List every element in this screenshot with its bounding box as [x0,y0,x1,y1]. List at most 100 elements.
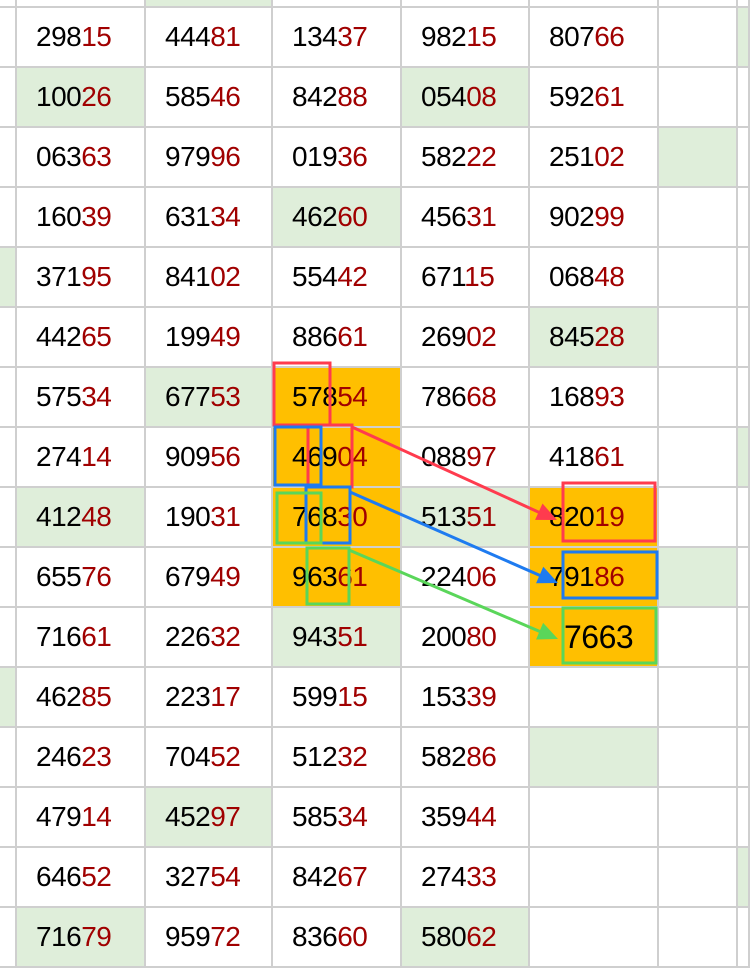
empty-cell[interactable] [659,548,738,608]
table-cell[interactable]: 46260 [273,188,402,248]
empty-cell[interactable] [0,548,17,608]
table-cell[interactable]: 71661 [17,608,146,668]
table-cell[interactable]: 58222 [402,128,530,188]
table-cell[interactable] [530,728,659,788]
empty-cell[interactable] [738,788,750,848]
table-cell[interactable]: 16039 [17,188,146,248]
table-cell[interactable]: 63134 [146,188,273,248]
table-cell[interactable]: 84528 [530,308,659,368]
table-cell[interactable]: 76830 [273,488,402,548]
empty-cell[interactable] [273,0,402,8]
empty-cell[interactable] [659,428,738,488]
empty-cell[interactable] [659,188,738,248]
empty-cell[interactable] [738,488,750,548]
empty-cell[interactable] [659,8,738,68]
table-cell[interactable]: 64652 [17,848,146,908]
empty-cell[interactable] [0,428,17,488]
table-cell[interactable] [530,668,659,728]
empty-cell[interactable] [0,908,17,968]
table-cell[interactable]: 95972 [146,908,273,968]
empty-cell[interactable] [659,668,738,728]
empty-cell[interactable] [738,0,750,8]
table-cell[interactable]: 51232 [273,728,402,788]
table-cell[interactable]: 10026 [17,68,146,128]
table-cell[interactable]: 67753 [146,368,273,428]
empty-cell[interactable] [738,548,750,608]
table-cell[interactable]: 22317 [146,668,273,728]
table-cell[interactable]: 47914 [17,788,146,848]
table-cell[interactable]: 88661 [273,308,402,368]
empty-cell[interactable] [659,248,738,308]
empty-cell[interactable] [0,68,17,128]
empty-cell[interactable] [0,368,17,428]
table-cell[interactable] [530,788,659,848]
empty-cell[interactable] [0,308,17,368]
empty-cell[interactable] [402,0,530,8]
table-cell[interactable]: 24623 [17,728,146,788]
table-cell[interactable]: 70452 [146,728,273,788]
table-cell[interactable]: 84102 [146,248,273,308]
table-cell[interactable]: 37195 [17,248,146,308]
table-cell[interactable]: 96361 [273,548,402,608]
empty-cell[interactable] [0,608,17,668]
table-cell[interactable]: 58534 [273,788,402,848]
table-cell[interactable]: 45631 [402,188,530,248]
table-cell[interactable]: 58062 [402,908,530,968]
empty-cell[interactable] [738,728,750,788]
table-cell[interactable]: 84267 [273,848,402,908]
table-cell[interactable]: 15339 [402,668,530,728]
table-cell[interactable] [530,848,659,908]
table-cell[interactable]: 06363 [17,128,146,188]
table-cell[interactable]: 44265 [17,308,146,368]
table-cell[interactable]: 71679 [17,908,146,968]
table-cell[interactable]: 22406 [402,548,530,608]
table-cell[interactable]: 80766 [530,8,659,68]
table-cell[interactable]: 67115 [402,248,530,308]
empty-cell[interactable] [738,368,750,428]
table-cell[interactable]: 16893 [530,368,659,428]
table-cell[interactable]: 32754 [146,848,273,908]
empty-cell[interactable] [0,728,17,788]
table-cell[interactable]: 98215 [402,8,530,68]
table-cell[interactable]: 19031 [146,488,273,548]
table-cell[interactable]: 97996 [146,128,273,188]
table-cell[interactable]: 58546 [146,68,273,128]
table-cell[interactable]: 27414 [17,428,146,488]
table-cell[interactable]: 94351 [273,608,402,668]
table-cell[interactable]: 08897 [402,428,530,488]
table-cell[interactable]: 19949 [146,308,273,368]
empty-cell[interactable] [659,848,738,908]
empty-cell[interactable] [659,608,738,668]
empty-cell[interactable] [659,128,738,188]
empty-cell[interactable] [738,848,750,908]
table-cell[interactable] [530,908,659,968]
empty-cell[interactable] [738,608,750,668]
table-cell[interactable]: 7663 [530,608,659,668]
table-cell[interactable]: 65576 [17,548,146,608]
empty-cell[interactable] [0,188,17,248]
empty-cell[interactable] [0,488,17,548]
table-cell[interactable]: 45297 [146,788,273,848]
table-cell[interactable]: 57534 [17,368,146,428]
empty-cell[interactable] [0,128,17,188]
table-cell[interactable]: 35944 [402,788,530,848]
table-cell[interactable]: 20080 [402,608,530,668]
table-cell[interactable]: 41248 [17,488,146,548]
empty-cell[interactable] [738,908,750,968]
empty-cell[interactable] [738,248,750,308]
empty-cell[interactable] [659,788,738,848]
table-cell[interactable]: 26902 [402,308,530,368]
empty-cell[interactable] [0,248,17,308]
table-cell[interactable]: 83660 [273,908,402,968]
empty-cell[interactable] [738,8,750,68]
table-cell[interactable]: 59261 [530,68,659,128]
table-cell[interactable]: 57854 [273,368,402,428]
table-cell[interactable]: 84288 [273,68,402,128]
empty-cell[interactable] [659,728,738,788]
table-cell[interactable]: 90956 [146,428,273,488]
empty-cell[interactable] [738,128,750,188]
empty-cell[interactable] [530,0,659,8]
table-cell[interactable]: 59915 [273,668,402,728]
empty-cell[interactable] [738,428,750,488]
empty-cell[interactable] [738,188,750,248]
